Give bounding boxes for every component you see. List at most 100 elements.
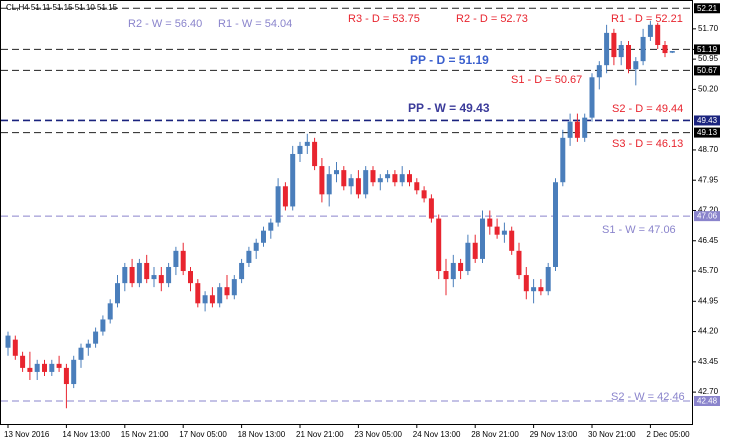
y-tick-label: 46.45	[698, 236, 719, 245]
x-tick-label: 13 Nov 2016	[4, 430, 50, 439]
pivot-label: S1 - W = 47.06	[602, 224, 676, 236]
candle-body	[443, 271, 449, 280]
candle-body	[407, 174, 412, 183]
x-tick-label: 28 Nov 21:00	[471, 430, 519, 439]
price-box	[694, 127, 720, 138]
candle-body	[304, 141, 310, 146]
candle-body	[662, 44, 668, 54]
y-tick-label: 48.70	[698, 145, 719, 154]
candle-body	[180, 250, 186, 272]
y-tick-label: 50.95	[698, 54, 719, 63]
candle-body	[604, 32, 610, 66]
candle-body	[12, 339, 18, 356]
candle-body	[516, 250, 522, 276]
candle-body	[589, 77, 595, 118]
pivot-label: R3 - D = 53.75	[348, 13, 420, 25]
pivot-label: PP - D = 51.19	[410, 53, 489, 67]
chart-title: CL,H4 51.11 51.15 51.10 51.15	[6, 3, 118, 12]
price-box	[694, 44, 720, 55]
x-tick-label: 17 Nov 05:00	[179, 430, 227, 439]
price-box-label: 49.43	[697, 116, 718, 125]
y-tick-label: 43.45	[698, 357, 719, 366]
candle-body	[122, 266, 128, 284]
candle-body	[392, 174, 398, 183]
candle-body	[144, 262, 150, 280]
candle-body	[531, 287, 537, 292]
candle-body	[5, 335, 11, 348]
candle-body	[63, 367, 69, 385]
pivot-label: PP - W = 49.43	[408, 101, 490, 115]
candle-body	[312, 141, 318, 167]
candle-body	[472, 242, 478, 259]
candle-body	[509, 230, 515, 251]
candle-body	[224, 287, 230, 296]
candle-body	[596, 65, 602, 78]
candle-body	[253, 242, 259, 251]
candle-body	[78, 347, 84, 360]
y-tick-label: 50.20	[698, 85, 719, 94]
price-box	[694, 211, 720, 222]
candle-body	[399, 174, 405, 183]
x-tick-label: 23 Nov 05:00	[354, 430, 402, 439]
candle-body	[436, 218, 442, 272]
candle-body	[202, 295, 208, 304]
candle-body	[341, 170, 347, 187]
y-tick-label: 42.70	[698, 387, 719, 396]
candle-body	[669, 51, 675, 53]
candle-body	[370, 170, 376, 183]
candle-body	[640, 36, 646, 62]
candle-body	[487, 218, 493, 227]
candle-body	[480, 218, 485, 259]
price-box-label: 52.21	[697, 4, 718, 13]
x-tick-label: 14 Nov 13:00	[62, 430, 110, 439]
candle-body	[385, 174, 391, 179]
y-tick-label: 44.95	[698, 296, 719, 305]
candle-body	[334, 170, 339, 175]
candle-body	[421, 190, 427, 199]
candle-body	[27, 367, 33, 372]
candle-body	[494, 226, 500, 235]
candle-body	[647, 24, 653, 37]
candle-body	[567, 121, 573, 138]
candle-body	[626, 44, 631, 70]
candle-body	[261, 230, 266, 243]
price-box-label: 51.19	[697, 45, 718, 54]
price-box	[694, 115, 720, 126]
candle-body	[560, 137, 566, 183]
x-tick-label: 21 Nov 21:00	[296, 430, 344, 439]
price-box	[694, 3, 720, 14]
candle-body	[282, 186, 288, 207]
price-box-label: 47.06	[697, 212, 718, 221]
candle-body	[458, 262, 464, 272]
plot-frame	[0, 0, 693, 425]
y-tick-label: 45.70	[698, 266, 719, 275]
candle-body	[538, 287, 544, 292]
candle-body	[348, 178, 354, 187]
candle-body	[377, 178, 383, 183]
pivot-label: S1 - D = 50.67	[511, 74, 582, 86]
candle-body	[428, 198, 434, 219]
x-tick-label: 24 Nov 13:00	[413, 430, 461, 439]
candle-body	[173, 250, 179, 267]
x-tick-label: 15 Nov 21:00	[121, 430, 169, 439]
candle-body	[56, 363, 62, 368]
candle-body	[414, 182, 420, 191]
candle-body	[268, 222, 274, 231]
candle-body	[297, 145, 303, 154]
x-tick-label: 18 Nov 13:00	[238, 430, 286, 439]
candle-body	[107, 303, 113, 320]
candle-body	[501, 230, 507, 235]
candle-body	[363, 170, 369, 195]
price-box	[694, 395, 720, 406]
pivot-label: R2 - W = 56.40	[128, 18, 202, 30]
candle-body	[166, 266, 172, 284]
candle-body	[574, 121, 580, 138]
pivot-label: S2 - D = 49.44	[612, 103, 683, 115]
pivot-label: S2 - W = 42.46	[611, 391, 685, 403]
candle-body	[115, 283, 120, 304]
pivot-label: S3 - D = 46.13	[612, 138, 683, 150]
candle-body	[217, 287, 223, 304]
price-box	[694, 65, 720, 76]
y-tick-label: 47.20	[698, 206, 719, 215]
candle-body	[20, 355, 26, 368]
